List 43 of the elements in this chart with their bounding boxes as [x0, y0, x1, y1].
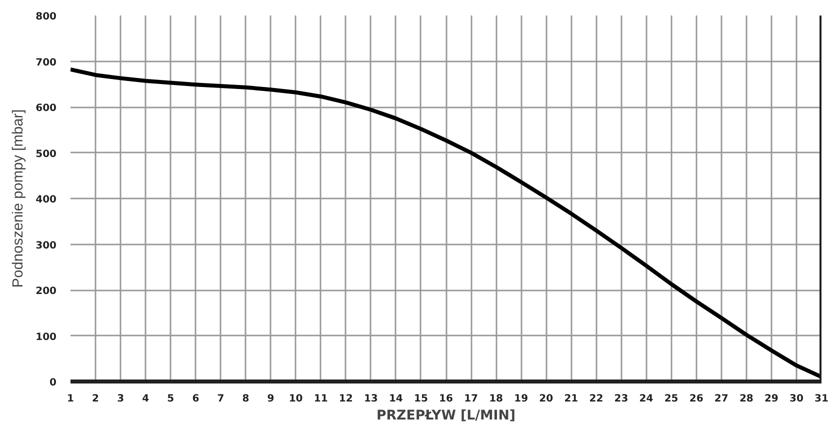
y-tick-label: 800 [36, 12, 57, 22]
y-tick-label: 100 [36, 332, 57, 343]
x-tick-label: 26 [689, 394, 704, 404]
x-tick-label: 19 [514, 394, 528, 404]
x-axis-title: PRZEPŁYW [L/MIN] [376, 408, 516, 424]
x-tick-label: 1 [67, 394, 74, 404]
x-tick-label: 9 [267, 394, 274, 404]
x-tick-label: 24 [639, 394, 654, 404]
x-tick-label: 6 [192, 394, 200, 404]
x-tick-label: 12 [338, 394, 353, 404]
x-tick-label: 18 [489, 394, 504, 404]
x-tick-label: 4 [142, 394, 150, 404]
x-tick-label: 31 [814, 394, 828, 404]
y-axis-title: Podnoszenie pompy [mbar] [10, 109, 27, 288]
x-tick-label: 5 [167, 394, 174, 404]
x-tick-label: 16 [439, 394, 453, 404]
y-tick-label: 200 [36, 286, 57, 297]
line-series [70, 67, 822, 379]
x-tick-label: 11 [314, 394, 328, 404]
x-tick-label: 17 [464, 394, 478, 404]
x-tick-label: 23 [614, 394, 628, 404]
x-tick-label: 14 [388, 394, 403, 404]
x-tick-label: 13 [364, 394, 378, 404]
x-tick-label: 3 [117, 394, 124, 404]
y-tick-label: 300 [36, 240, 57, 252]
y-tick-label: 0 [50, 378, 57, 388]
x-tick-label: 30 [790, 394, 804, 404]
x-tick-label: 21 [564, 394, 578, 404]
x-tick-label: 7 [217, 394, 224, 404]
x-tick-label: 20 [539, 394, 554, 404]
x-tick-label: 27 [714, 394, 728, 404]
x-tick-label: 8 [242, 394, 250, 404]
x-tick-label: 25 [664, 394, 678, 404]
x-tick-label: 15 [414, 394, 428, 404]
x-tick-label: 28 [739, 394, 754, 404]
x-tick-label: 2 [92, 394, 100, 404]
y-tick-label: 400 [36, 194, 57, 206]
y-tick-label: 500 [36, 148, 57, 160]
y-tick-label: 600 [36, 103, 57, 114]
x-tick-label: 29 [764, 394, 778, 404]
x-tick-label: 10 [288, 394, 303, 404]
x-tick-label: 22 [589, 394, 604, 404]
y-tick-label: 700 [36, 57, 57, 68]
